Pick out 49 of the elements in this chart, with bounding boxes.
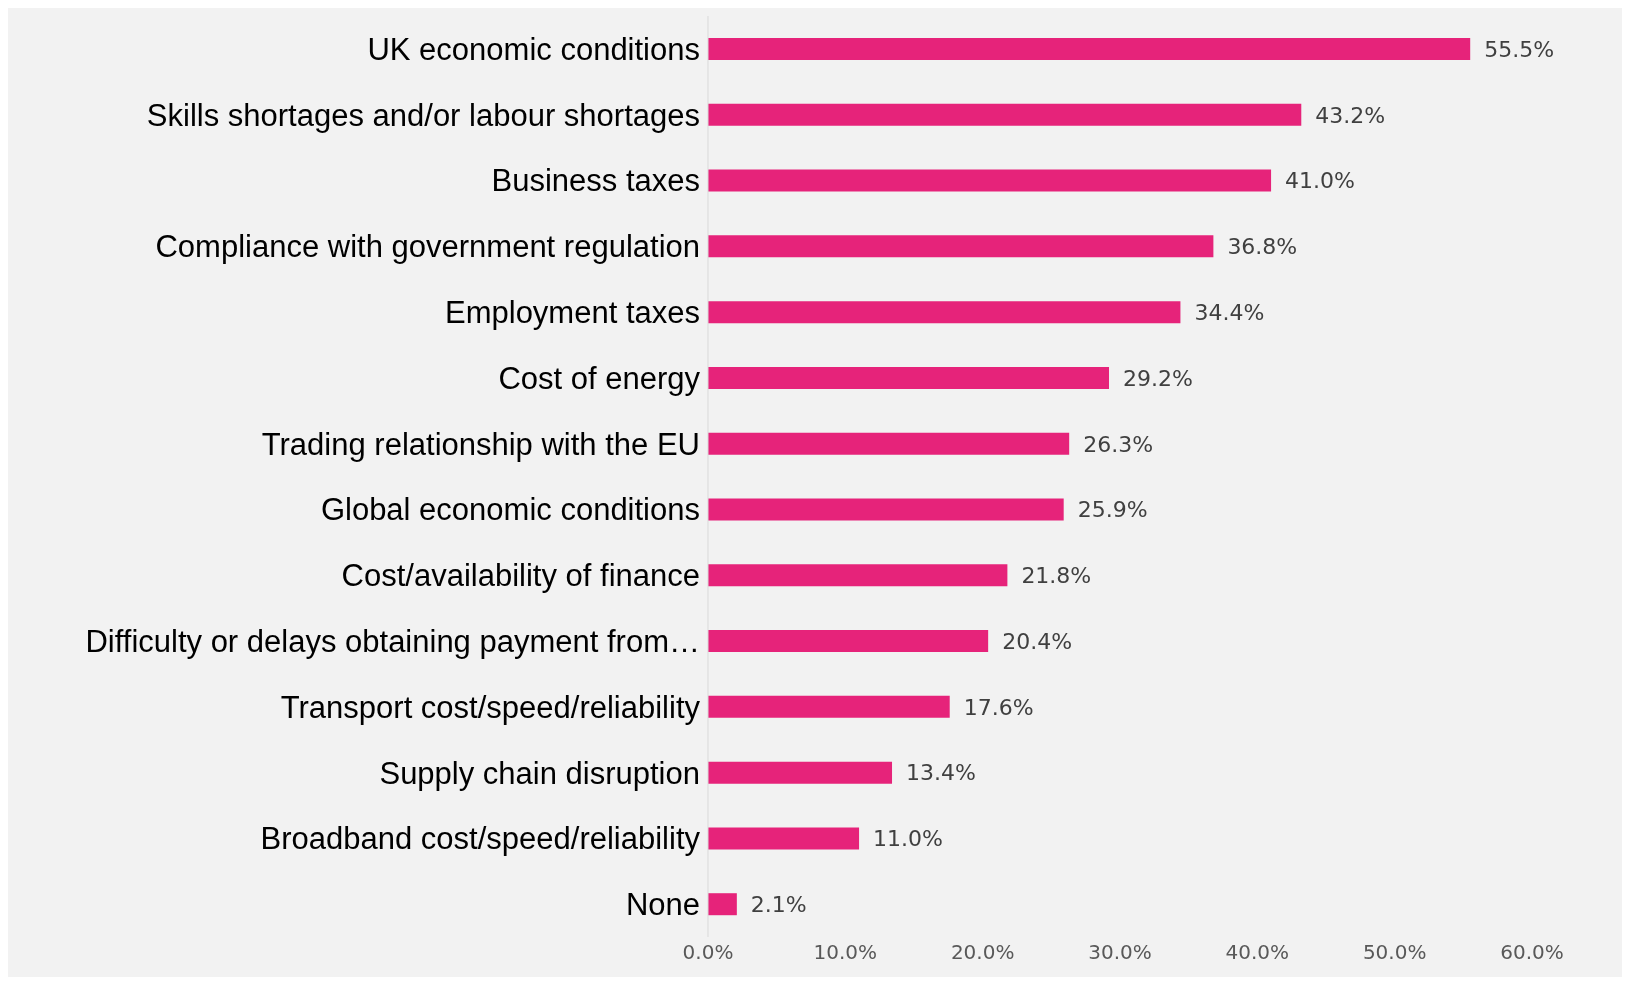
data-label: 21.8% xyxy=(1021,563,1092,589)
x-tick-label: 50.0% xyxy=(1362,940,1427,965)
x-tick-label: 0.0% xyxy=(682,940,734,965)
x-tick-label: 30.0% xyxy=(1088,940,1152,965)
y-tick-label: Difficulty or delays obtaining payment from… xyxy=(85,623,700,659)
bar xyxy=(708,630,989,653)
bar xyxy=(708,695,950,718)
data-label: 36.8% xyxy=(1227,234,1298,260)
data-label: 25.9% xyxy=(1077,497,1148,523)
bar xyxy=(708,432,1070,455)
data-label: 34.4% xyxy=(1194,299,1265,325)
y-tick-label: Supply chain disruption xyxy=(379,755,700,791)
bar xyxy=(708,761,893,784)
y-tick-label: Compliance with government regulation xyxy=(155,229,700,265)
bar xyxy=(708,103,1302,126)
data-label: 2.1% xyxy=(750,892,807,918)
data-label: 13.4% xyxy=(906,760,976,786)
y-tick-label: Trading relationship with the EU xyxy=(261,426,700,462)
y-tick-label: Business taxes xyxy=(491,163,700,199)
y-tick-label: Global economic conditions xyxy=(320,492,700,528)
bar xyxy=(708,827,860,850)
x-tick-label: 20.0% xyxy=(950,940,1015,965)
y-tick-label: Cost/availability of finance xyxy=(341,558,700,594)
bar xyxy=(708,301,1181,324)
y-tick-label: Skills shortages and/or labour shortages xyxy=(146,97,700,133)
bar xyxy=(708,498,1064,521)
data-label: 20.4% xyxy=(1002,628,1073,654)
bar xyxy=(708,169,1272,192)
data-label: 29.2% xyxy=(1123,365,1193,391)
y-tick-label: Employment taxes xyxy=(445,295,700,331)
bar xyxy=(708,893,737,916)
x-tick-label: 10.0% xyxy=(813,940,878,965)
bar xyxy=(708,38,1471,60)
y-tick-label: None xyxy=(625,887,700,923)
x-tick-label: 60.0% xyxy=(1500,940,1564,965)
y-tick-label: Broadband cost/speed/reliability xyxy=(260,821,701,857)
data-label: 55.5% xyxy=(1484,36,1555,62)
data-label: 41.0% xyxy=(1285,168,1355,194)
data-label: 26.3% xyxy=(1083,431,1154,457)
bar xyxy=(708,366,1110,389)
data-label: 43.2% xyxy=(1315,102,1386,128)
y-tick-label: Cost of energy xyxy=(498,360,701,396)
y-tick-label: UK economic conditions xyxy=(367,31,700,67)
data-label: 17.6% xyxy=(963,694,1034,720)
bar xyxy=(708,235,1214,258)
x-tick-label: 40.0% xyxy=(1225,940,1290,965)
y-tick-label: Transport cost/speed/reliability xyxy=(280,689,701,725)
bar xyxy=(708,564,1008,587)
data-label: 11.0% xyxy=(873,826,943,852)
